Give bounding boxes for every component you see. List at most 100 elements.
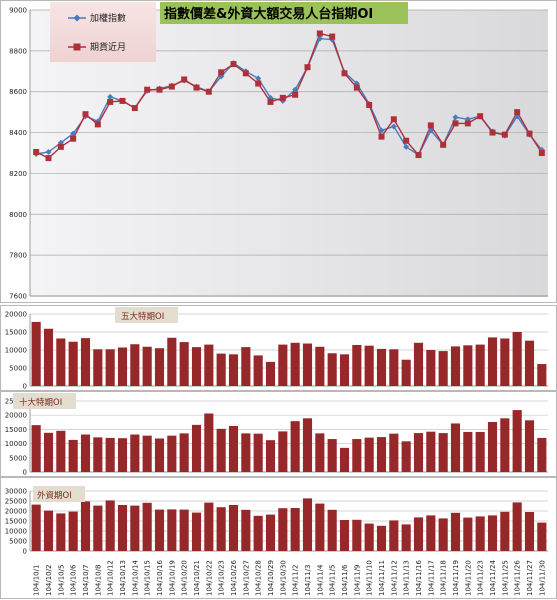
top5-bar — [500, 338, 510, 386]
foreign-bar — [167, 509, 177, 551]
foreign-bar — [376, 525, 387, 551]
x-tick-label: 104/11/12 — [390, 560, 398, 596]
top5-bar — [253, 355, 263, 386]
foreign-bar — [43, 510, 54, 551]
foreign-bar — [278, 508, 288, 551]
taiex-point — [255, 75, 262, 82]
futures-point — [45, 155, 52, 162]
futures-point — [477, 113, 484, 120]
top10-bar — [290, 421, 300, 472]
x-tick-label: 104/10/2 — [45, 565, 53, 596]
legend-marker-taiex — [73, 14, 81, 22]
top5-bar — [413, 342, 424, 386]
top5-bar — [463, 345, 473, 386]
futures-point — [489, 129, 496, 136]
futures-point — [341, 70, 348, 77]
top5-bar — [191, 347, 202, 386]
foreign-bar — [130, 505, 140, 551]
foreign-bar — [241, 509, 251, 551]
foreign-bar — [204, 502, 214, 551]
foreign-bar — [524, 512, 535, 551]
x-tick-label: 104/10/8 — [94, 565, 102, 596]
futures-point — [440, 141, 447, 148]
top5-bar — [401, 359, 411, 386]
x-tick-label: 104/10/14 — [131, 560, 139, 596]
futures-point — [255, 80, 262, 87]
top5-bar — [339, 354, 350, 386]
top5-bar — [450, 346, 461, 386]
x-tick-label: 104/11/24 — [489, 560, 497, 596]
top5-bar — [376, 348, 387, 386]
top5-bar — [265, 361, 276, 386]
x-tick-label: 104/11/18 — [440, 560, 448, 596]
top10-bar — [537, 437, 547, 472]
foreign-bar — [80, 501, 91, 551]
top5-bar — [228, 354, 239, 386]
taiex-point — [378, 127, 385, 134]
x-tick-label: 104/11/23 — [477, 560, 485, 596]
foreign-bar — [450, 512, 461, 551]
taiex-point — [403, 143, 410, 150]
x-tick-label: 104/11/13 — [403, 560, 411, 596]
foreign-bar — [290, 508, 300, 551]
top5-bar — [438, 351, 448, 386]
foreign-bar — [228, 505, 239, 551]
top5-bar — [142, 346, 152, 386]
futures-point — [119, 97, 126, 104]
top5-bar — [241, 347, 251, 386]
x-tick-label: 104/11/6 — [341, 564, 349, 596]
x-axis-labels: 104/10/1 104/10/2 104/10/5 104/10/6 104/10/7… — [33, 560, 547, 596]
foreign-bar — [31, 504, 41, 551]
main-series-layer — [33, 30, 545, 162]
top10-bar — [450, 423, 461, 472]
top10-bar — [265, 440, 276, 472]
futures-point — [107, 98, 114, 105]
top5-bar — [364, 345, 374, 386]
top5-bar — [105, 349, 115, 386]
legend-label-taiex: 加權指數 — [90, 12, 126, 24]
top10-y-tick-label: 0 — [23, 469, 27, 477]
x-tick-label: 104/10/29 — [267, 560, 275, 596]
foreign-bar — [487, 515, 498, 551]
x-tick-label: 104/10/19 — [168, 560, 176, 596]
top5-bar — [167, 337, 177, 386]
top10-bar — [327, 439, 337, 472]
futures-point — [82, 111, 89, 118]
x-tick-label: 104/11/11 — [378, 560, 386, 596]
foreign-bar — [315, 503, 325, 551]
top10-bar — [524, 420, 535, 472]
top10-y-tick-label: 5000 — [9, 454, 27, 462]
foreign-bar — [389, 520, 399, 551]
top10-bar — [364, 437, 374, 472]
top5-bar — [179, 342, 189, 386]
foreign-bar — [216, 507, 226, 551]
foreign-bar — [253, 515, 263, 551]
futures-point — [144, 86, 151, 93]
top10-bar — [31, 425, 41, 472]
x-tick-label: 104/10/1 — [33, 565, 41, 596]
foreign-bar — [68, 511, 78, 551]
x-tick-label: 104/11/2 — [292, 565, 300, 596]
top5-bar — [537, 364, 547, 386]
top10-bar — [228, 425, 239, 472]
foreign-bar — [142, 502, 152, 551]
x-tick-label: 104/11/20 — [464, 560, 472, 596]
futures-point — [514, 109, 521, 116]
foreign-bar — [364, 523, 374, 551]
top5-y-tick-label: 5000 — [9, 365, 27, 373]
futures-point — [33, 148, 40, 155]
futures-point — [538, 150, 545, 156]
top5-bar — [68, 341, 78, 386]
top10-bar — [130, 434, 140, 472]
taiex-point — [70, 130, 77, 137]
futures-point — [218, 69, 225, 76]
foreign-bar — [117, 505, 128, 551]
top10-bar — [167, 435, 177, 472]
top10-y-tick-label: 20000 — [5, 412, 27, 420]
taiex-point — [45, 148, 52, 155]
top10-bar — [302, 418, 313, 472]
top10-bar — [512, 410, 522, 472]
top5-bar — [80, 338, 91, 386]
taiex-point — [107, 93, 114, 100]
